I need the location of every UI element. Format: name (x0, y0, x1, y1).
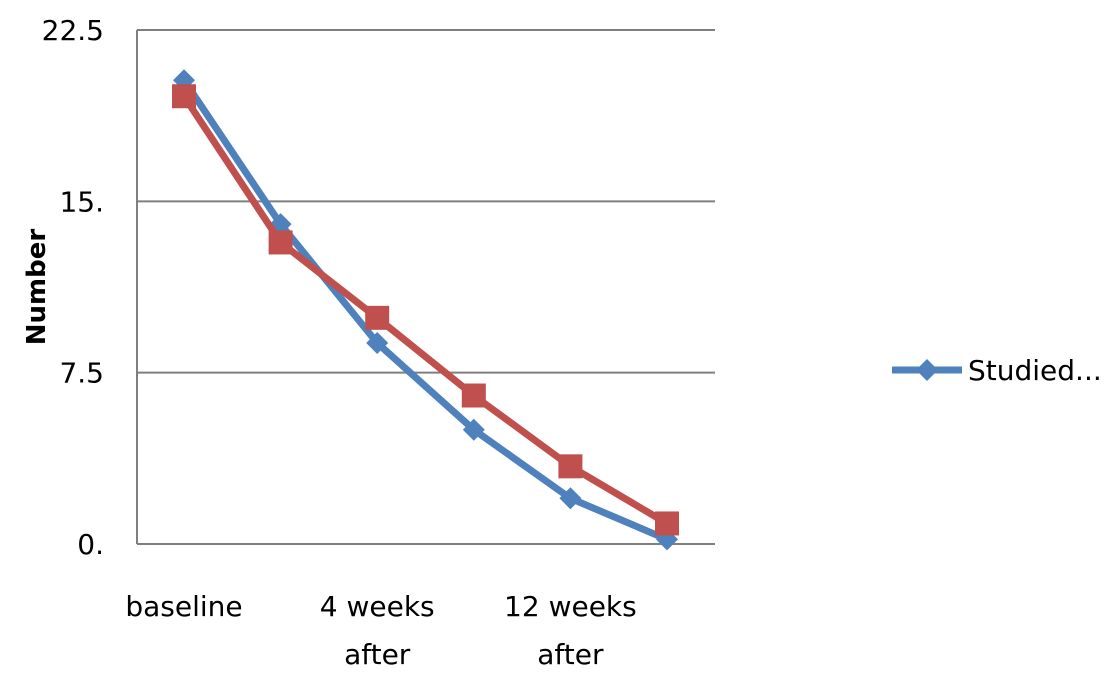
y-tick-label: 22.5 (42, 14, 104, 47)
series-line (181, 78, 669, 543)
y-tick-label: 7.5 (59, 357, 104, 390)
x-tick-label: baseline (125, 590, 242, 623)
legend-marker (916, 359, 938, 381)
x-tick-label: 12 weeks (504, 590, 637, 623)
series-line (181, 94, 669, 527)
y-axis-title: Number (22, 229, 52, 346)
y-axis: 0. 7.5 15. 22.5 Number (22, 14, 138, 561)
legend: Studied... (892, 354, 1102, 387)
x-tick-label: 4 weeks (320, 590, 435, 623)
x-tick-label: after (537, 638, 604, 671)
data-point (365, 305, 390, 330)
y-tick-label: 15. (59, 185, 104, 218)
data-point (462, 418, 485, 441)
gridlines (137, 29, 715, 374)
data-point (268, 230, 293, 255)
data-point (559, 487, 582, 510)
data-point (461, 383, 486, 408)
y-tick-label: 0. (77, 528, 104, 561)
series-layer (172, 69, 679, 551)
series-1 (173, 69, 678, 551)
data-point (366, 331, 389, 354)
data-point (558, 454, 583, 479)
x-tick-label: after (344, 638, 411, 671)
data-point (655, 511, 679, 536)
legend-label: Studied... (968, 354, 1102, 387)
data-point (172, 84, 196, 109)
series-2 (172, 84, 679, 536)
x-axis: baseline 4 weeks after 12 weeks after (125, 543, 715, 671)
